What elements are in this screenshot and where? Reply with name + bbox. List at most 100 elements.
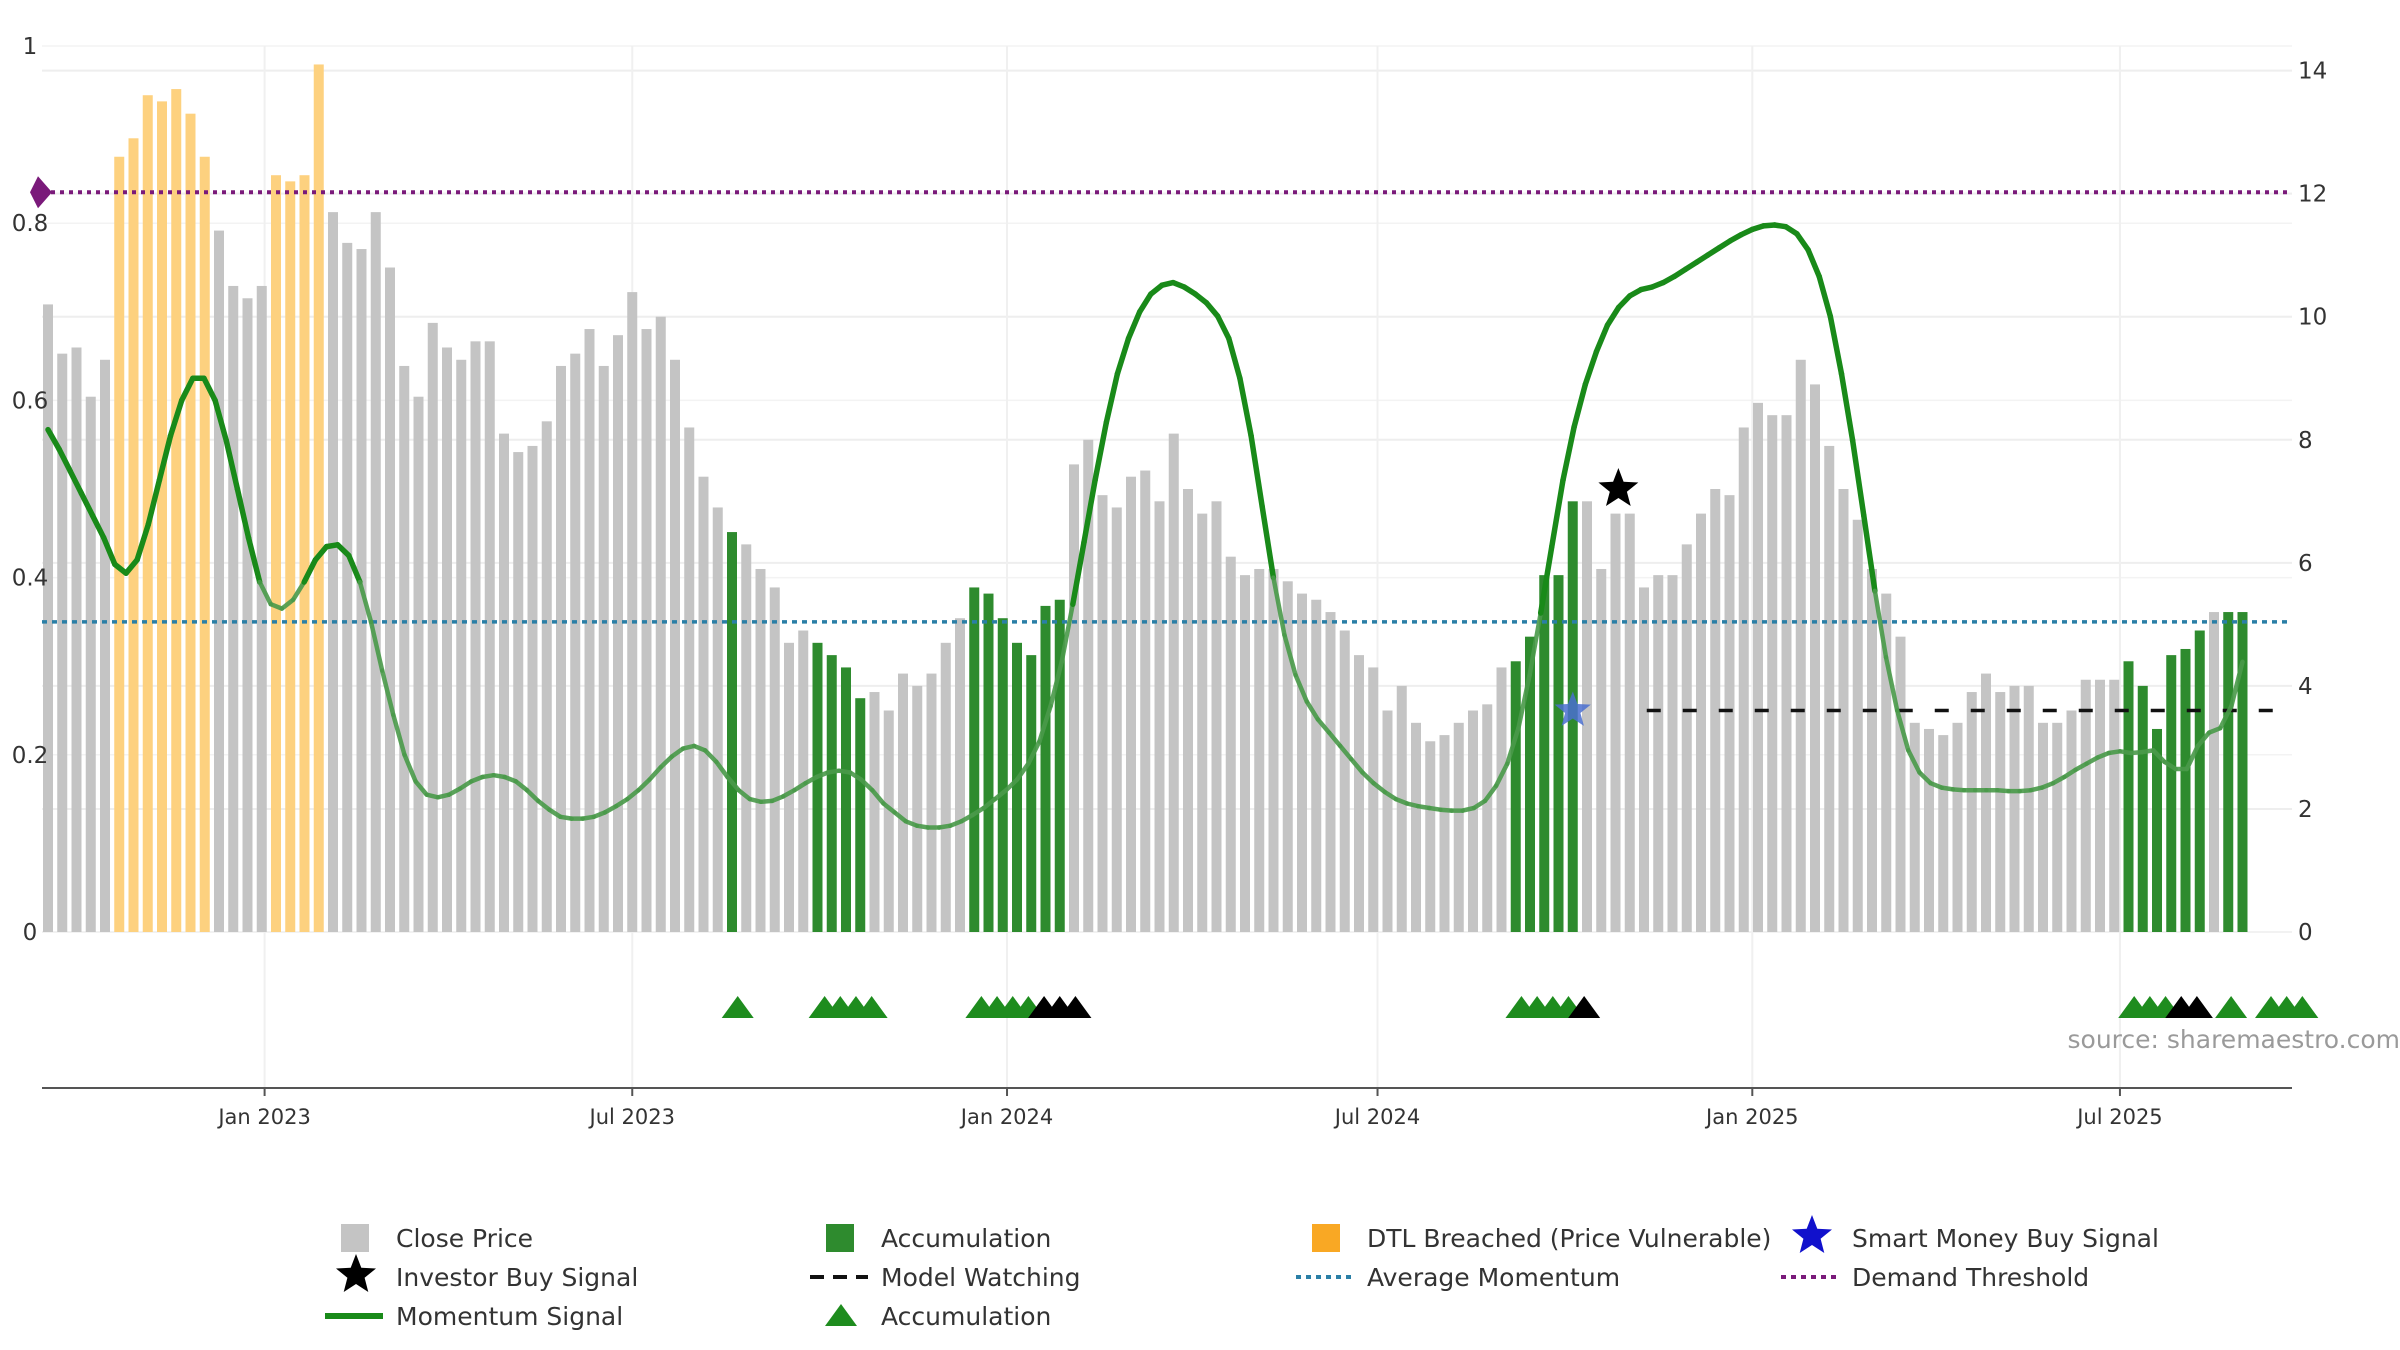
momentum-segment	[45, 426, 62, 452]
close-price-bar	[1354, 655, 1364, 932]
close-price-bar	[484, 341, 495, 932]
momentum-segment	[368, 619, 385, 673]
momentum-segment	[178, 375, 196, 404]
close-price-bar	[798, 630, 809, 932]
momentum-segment	[346, 552, 363, 585]
close-price-bar	[598, 365, 609, 932]
close-price-bar	[2038, 722, 2048, 932]
close-price-bar	[2209, 612, 2219, 932]
x-tick-label: Jul 2024	[1333, 1105, 1420, 1129]
momentum-segment	[78, 490, 96, 519]
close-price-bar	[1838, 489, 1849, 932]
momentum-segment	[858, 777, 875, 793]
close-price-bar	[1154, 501, 1165, 932]
close-price-bar	[1681, 544, 1692, 932]
momentum-segment	[1827, 313, 1845, 377]
momentum-segment	[513, 779, 530, 793]
close-price-bar	[228, 285, 239, 932]
dtl-breached-bar	[157, 101, 167, 932]
y-left-tick-label: 0	[23, 920, 38, 946]
dtl-breached-bar	[285, 181, 296, 933]
x-tick-label: Jan 2024	[959, 1105, 1054, 1129]
close-price-bar	[2066, 710, 2077, 932]
momentum-segment	[636, 777, 652, 793]
momentum-segment	[123, 557, 140, 576]
close-price-bar	[470, 341, 481, 932]
price-bars	[43, 64, 2248, 933]
momentum-segment	[290, 579, 307, 603]
momentum-segment	[257, 579, 274, 607]
y-left-tick-label: 0.6	[12, 388, 49, 414]
momentum-segment	[1849, 437, 1867, 519]
close-price-bar	[1325, 612, 1336, 932]
close-price-bar	[1168, 433, 1179, 932]
momentum-segment	[1214, 313, 1232, 342]
momentum-segment	[402, 752, 418, 784]
momentum-segment	[1293, 672, 1310, 704]
close-price-bar	[527, 445, 538, 932]
close-price-bar	[1710, 489, 1721, 932]
momentum-segment	[1894, 708, 1911, 753]
accumulation-triangle	[2180, 996, 2213, 1018]
close-price-bar	[1097, 495, 1108, 932]
legend-accumulation-bar-swatch	[826, 1224, 854, 1252]
momentum-segment	[1537, 543, 1555, 616]
close-price-bar	[256, 285, 267, 932]
close-price-bar	[2009, 685, 2020, 932]
legend-close-price-swatch	[341, 1224, 369, 1252]
y-right-tick-label: 2	[2298, 797, 2313, 823]
accumulation-bar	[727, 532, 737, 932]
momentum-segment	[1059, 601, 1076, 665]
close-price-bar	[698, 476, 709, 932]
legend-smart-money-star-icon	[1792, 1215, 1832, 1253]
momentum-segment	[892, 810, 908, 824]
close-price-bar	[1696, 513, 1706, 932]
momentum-segment	[647, 764, 663, 782]
close-price-bar	[442, 347, 452, 933]
close-price-bar	[1596, 568, 1607, 932]
momentum-segment	[1070, 539, 1087, 607]
accumulation-triangle	[2286, 996, 2319, 1018]
close-price-bar	[1368, 667, 1379, 932]
momentum-segment	[134, 521, 152, 563]
close-price-bar	[1781, 415, 1792, 933]
momentum-segment	[1136, 291, 1154, 315]
close-price-bar	[1795, 359, 1806, 933]
close-price-bar	[1439, 735, 1450, 932]
close-price-bar	[1425, 741, 1436, 932]
momentum-segment	[156, 433, 174, 483]
close-price-bar	[328, 212, 338, 932]
legend-demand-threshold-label: Demand Threshold	[1852, 1263, 2089, 1292]
momentum-segment	[1326, 730, 1343, 749]
close-price-bar	[1183, 489, 1193, 932]
momentum-segment	[1816, 273, 1834, 319]
momentum-segment	[1360, 770, 1376, 786]
close-price-bar	[869, 692, 880, 932]
momentum-segment	[714, 759, 730, 780]
momentum-segment	[1872, 588, 1889, 660]
momentum-segment	[100, 534, 118, 568]
momentum-segment	[1048, 659, 1064, 709]
momentum-segment	[1906, 748, 1922, 775]
accumulation-bar	[812, 642, 823, 932]
close-price-bar	[1126, 476, 1136, 932]
y-right-tick-label: 10	[2298, 305, 2327, 331]
accumulation-bar	[2180, 648, 2191, 932]
legend-dtl-swatch	[1312, 1224, 1340, 1252]
momentum-segment	[981, 796, 998, 811]
momentum-segment	[301, 557, 319, 585]
close-price-bar	[1738, 427, 1749, 932]
accumulation-bar	[1026, 655, 1037, 932]
momentum-segment	[1226, 335, 1243, 382]
investor-buy-star	[1598, 468, 1639, 506]
momentum-segment	[1571, 381, 1589, 430]
y-left-tick-label: 0.2	[12, 743, 49, 769]
momentum-segment	[2195, 730, 2212, 749]
close-price-bar	[1297, 593, 1307, 932]
close-price-bar	[1582, 501, 1592, 932]
momentum-segment	[1861, 512, 1878, 594]
close-price-bar	[940, 642, 951, 932]
accumulation-triangle	[721, 996, 754, 1018]
momentum-segment	[1794, 231, 1811, 253]
